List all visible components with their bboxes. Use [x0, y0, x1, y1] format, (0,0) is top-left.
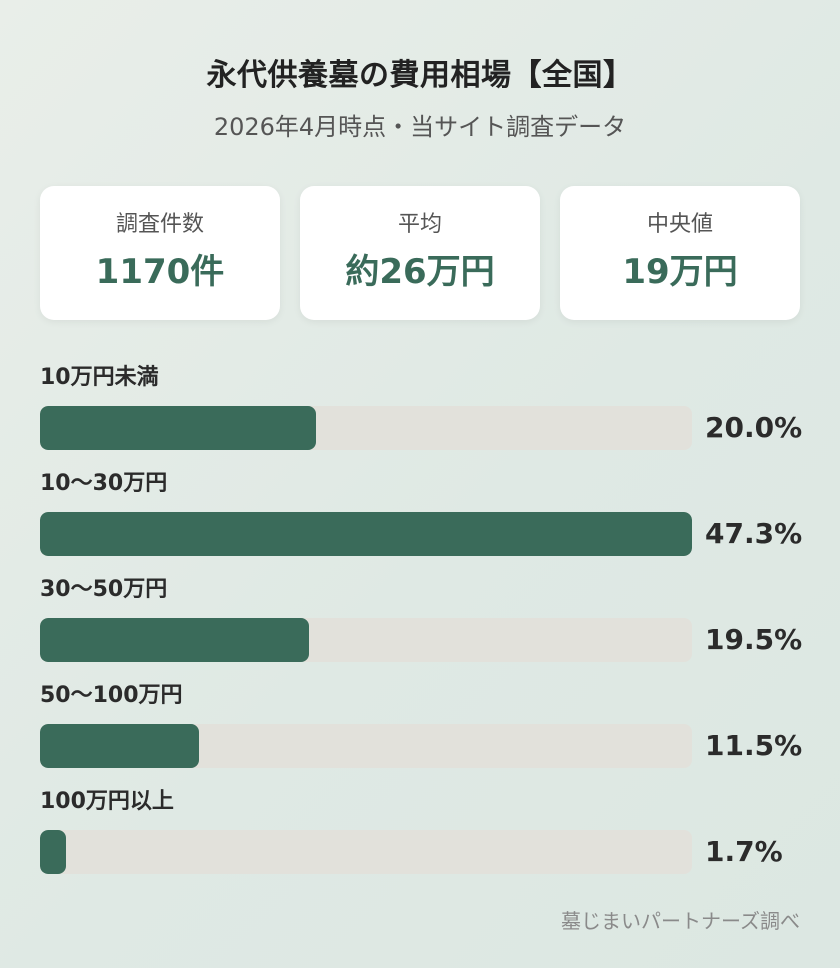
bar-chart: 10万円未満 20.0% 10〜30万円 47.3% 30〜50万円 19.5%…: [40, 362, 810, 892]
bar: [40, 724, 199, 768]
bar-row: 100万円以上 1.7%: [40, 786, 810, 892]
chart-title: 永代供養墓の費用相場【全国】: [206, 58, 634, 93]
stat-label-count: 調査件数: [115, 212, 204, 237]
category-label: 10万円未満: [40, 365, 159, 390]
bar: [40, 618, 309, 662]
stat-card-average: 平均 約26万円: [300, 186, 540, 320]
bar-row: 10〜30万円 47.3%: [40, 468, 810, 574]
bar-row: 10万円未満 20.0%: [40, 362, 810, 468]
bar: [40, 406, 316, 450]
stat-label-average: 平均: [397, 212, 442, 237]
stat-label-median: 中央値: [646, 212, 713, 237]
stat-value-count: 1170件: [95, 252, 225, 292]
value-label: 47.3%: [705, 517, 803, 550]
stat-card-count: 調査件数 1170件: [40, 186, 280, 320]
bar-track: [40, 830, 692, 874]
bar-track: [40, 512, 692, 556]
bar-track: [40, 406, 692, 450]
value-label: 20.0%: [705, 411, 803, 444]
chart-subtitle: 2026年4月時点・当サイト調査データ: [213, 113, 627, 141]
value-label: 11.5%: [705, 729, 803, 762]
category-label: 100万円以上: [40, 789, 174, 814]
stats-cards: 調査件数 1170件 平均 約26万円 中央値 19万円: [40, 186, 800, 320]
bar-row: 50〜100万円 11.5%: [40, 680, 810, 786]
category-label: 30〜50万円: [40, 577, 168, 602]
bar: [40, 512, 692, 556]
stat-card-median: 中央値 19万円: [560, 186, 800, 320]
value-label: 1.7%: [705, 835, 783, 868]
source-note: 墓じまいパートナーズ調べ: [561, 909, 800, 933]
stat-value-median: 19万円: [622, 252, 738, 292]
bar-row: 30〜50万円 19.5%: [40, 574, 810, 680]
category-label: 50〜100万円: [40, 683, 183, 708]
bar-track: [40, 618, 692, 662]
value-label: 19.5%: [705, 623, 803, 656]
category-label: 10〜30万円: [40, 471, 168, 496]
bar-track: [40, 724, 692, 768]
bar: [40, 830, 66, 874]
stat-value-average: 約26万円: [345, 252, 495, 292]
